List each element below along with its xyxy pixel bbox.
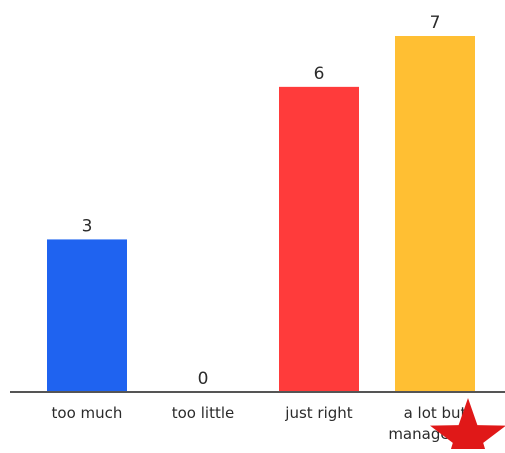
value-label-3: 6: [314, 64, 325, 84]
value-label-2: 0: [198, 369, 209, 389]
bars-layer: [47, 36, 475, 392]
bar-4: [395, 36, 475, 392]
bar-3: [279, 86, 359, 392]
category-label-3: just right: [284, 404, 353, 422]
star-icon: [430, 398, 505, 453]
bar-1: [47, 239, 127, 392]
category-label-2: too little: [172, 404, 235, 422]
value-label-1: 3: [82, 216, 93, 236]
category-label-1: too much: [52, 404, 123, 422]
value-label-4: 7: [430, 13, 441, 33]
